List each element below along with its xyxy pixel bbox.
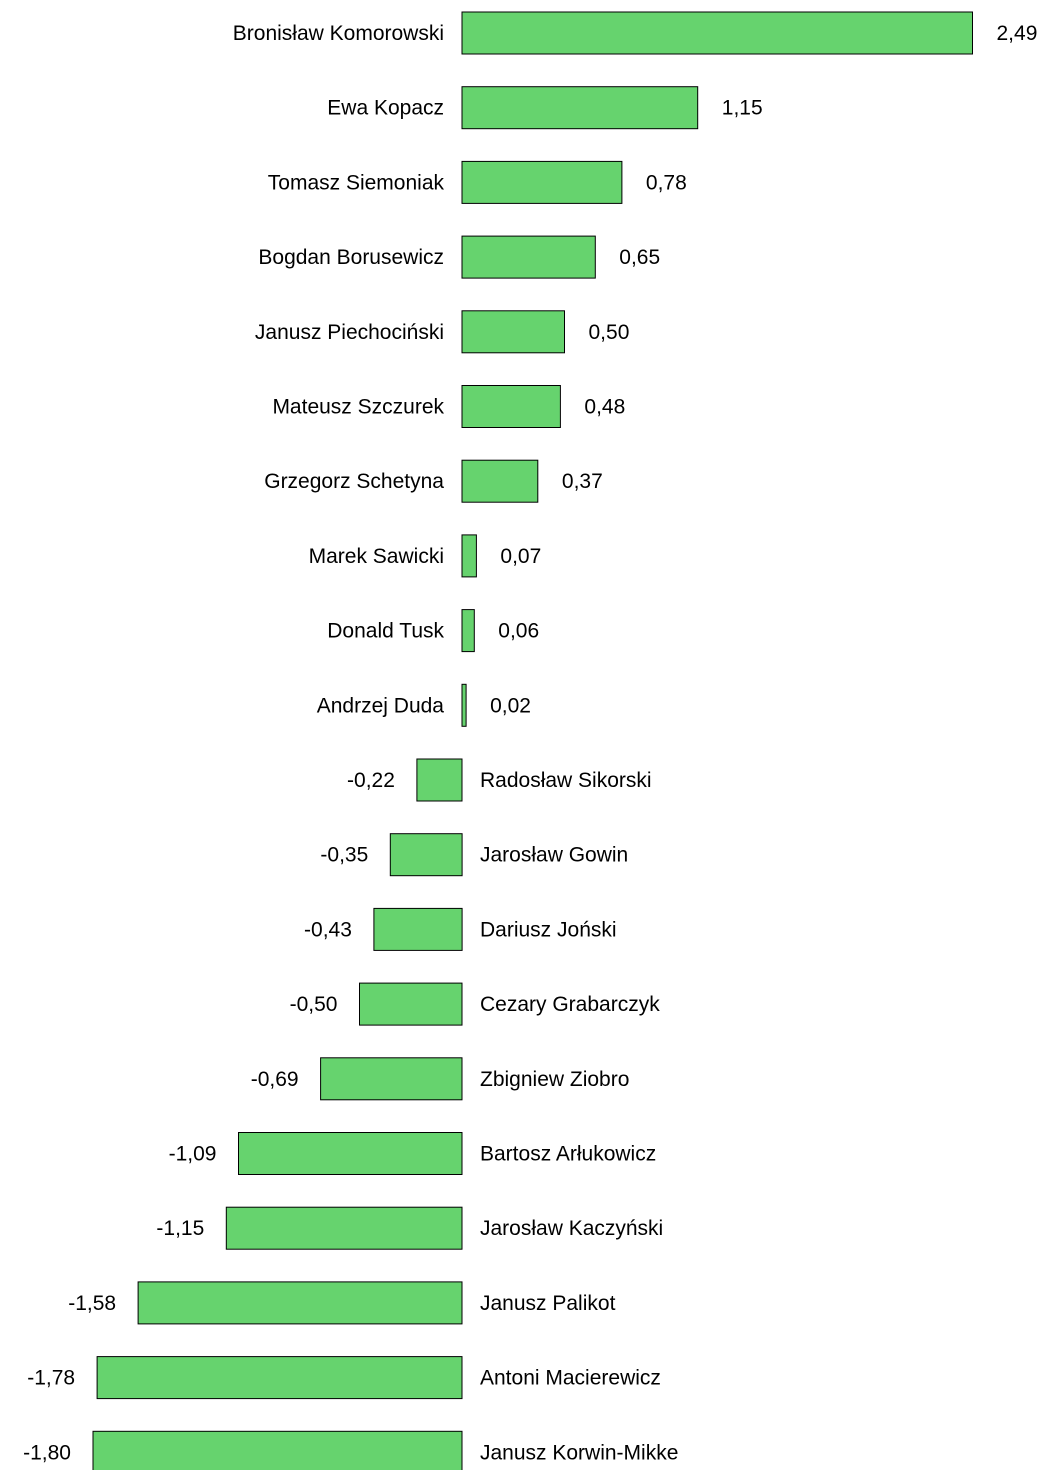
bar xyxy=(461,160,623,204)
value-label: 0,78 xyxy=(646,171,687,194)
category-label: Dariusz Joński xyxy=(480,918,617,941)
bar xyxy=(92,1430,463,1474)
value-label: -1,15 xyxy=(156,1217,204,1240)
category-label: Tomasz Siemoniak xyxy=(268,171,445,194)
bar xyxy=(461,385,561,428)
category-label: Jarosław Gowin xyxy=(480,844,628,867)
category-label: Ewa Kopacz xyxy=(327,97,444,120)
value-label: 1,15 xyxy=(722,97,763,120)
bar xyxy=(461,310,565,354)
value-label: 0,48 xyxy=(584,396,625,419)
category-label: Grzegorz Schetyna xyxy=(264,470,444,493)
value-label: 0,50 xyxy=(589,321,630,344)
value-label: -1,58 xyxy=(68,1292,116,1315)
category-label: Radosław Sikorski xyxy=(480,769,652,792)
bar xyxy=(461,683,467,727)
bar xyxy=(461,459,539,503)
category-label: Janusz Piechociński xyxy=(255,321,444,344)
value-label: 0,65 xyxy=(619,246,660,269)
value-label: -0,43 xyxy=(304,918,352,941)
bar xyxy=(225,1206,463,1250)
category-label: Antoni Macierewicz xyxy=(480,1367,661,1390)
value-label: 0,37 xyxy=(562,470,603,493)
category-label: Bogdan Borusewicz xyxy=(258,246,444,269)
bar xyxy=(461,11,973,55)
bar xyxy=(137,1281,463,1325)
value-label: -1,78 xyxy=(27,1367,75,1390)
value-label: -0,50 xyxy=(290,993,338,1016)
bar xyxy=(238,1132,463,1175)
value-label: 0,02 xyxy=(490,694,531,717)
category-label: Janusz Korwin-Mikke xyxy=(480,1441,678,1464)
category-label: Marek Sawicki xyxy=(309,545,444,568)
category-label: Janusz Palikot xyxy=(480,1292,616,1315)
bar xyxy=(461,534,477,578)
value-label: -1,80 xyxy=(23,1441,71,1464)
bar xyxy=(389,833,463,877)
value-label: -0,22 xyxy=(347,769,395,792)
category-label: Bronisław Komorowski xyxy=(233,22,444,45)
category-label: Bartosz Arłukowicz xyxy=(480,1143,656,1166)
category-label: Mateusz Szczurek xyxy=(272,396,444,419)
category-label: Jarosław Kaczyński xyxy=(480,1217,663,1240)
bar xyxy=(359,982,463,1026)
category-label: Donald Tusk xyxy=(327,620,444,643)
bar xyxy=(96,1356,463,1400)
category-label: Cezary Grabarczyk xyxy=(480,993,660,1016)
bar xyxy=(461,235,596,279)
value-label: 0,07 xyxy=(500,545,541,568)
value-label: -1,09 xyxy=(169,1143,217,1166)
category-label: Zbigniew Ziobro xyxy=(480,1068,629,1091)
value-label: -0,69 xyxy=(251,1068,299,1091)
value-label: 2,49 xyxy=(997,22,1038,45)
bar xyxy=(416,758,463,802)
category-label: Andrzej Duda xyxy=(317,694,445,717)
value-label: 0,06 xyxy=(498,620,539,643)
bar xyxy=(320,1057,463,1101)
value-label: -0,35 xyxy=(320,844,368,867)
bar xyxy=(461,86,699,130)
bar xyxy=(373,907,463,951)
bar xyxy=(461,609,475,653)
